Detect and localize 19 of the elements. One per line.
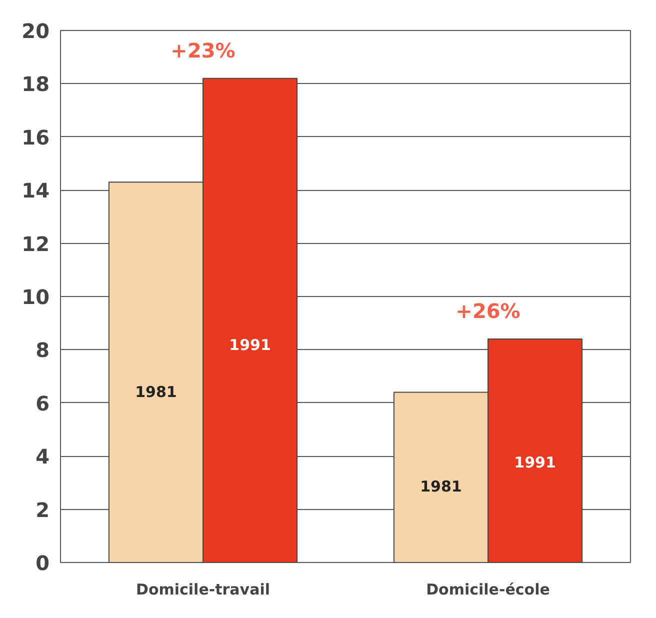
series-label: 1981 — [420, 477, 462, 496]
text: 1991 — [229, 336, 271, 354]
annotation: +23% — [170, 38, 236, 62]
y-tick-label: 14 — [22, 178, 50, 203]
y-tick-label: 2 — [36, 498, 50, 522]
x-tick-label: Domicile-travail — [136, 580, 270, 598]
y-tick-label: 0 — [36, 551, 50, 575]
series-label: 1991 — [514, 453, 556, 472]
y-tick-label: 20 — [22, 19, 50, 43]
y-tick-label: 18 — [22, 72, 50, 96]
y-tick-label: 6 — [36, 391, 50, 416]
y-tick-label: 12 — [22, 232, 50, 256]
annotation: +26% — [456, 299, 520, 324]
x-tick-label: Domicile-école — [426, 580, 550, 598]
y-tick-label: 10 — [22, 285, 50, 309]
y-tick-label: 4 — [36, 444, 50, 469]
y-tick-label: 16 — [22, 125, 50, 150]
text: 1981 — [135, 382, 177, 401]
y-tick-label: 8 — [36, 338, 50, 362]
